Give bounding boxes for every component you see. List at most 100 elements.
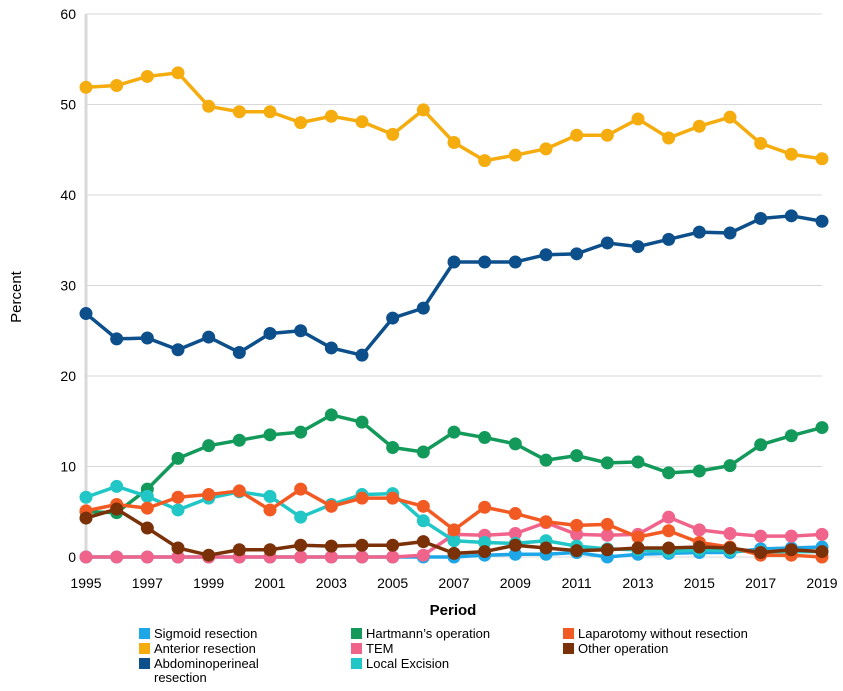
data-point bbox=[570, 449, 584, 463]
data-point bbox=[202, 330, 216, 344]
data-point bbox=[294, 116, 308, 130]
data-point bbox=[508, 148, 522, 162]
series-lines bbox=[79, 66, 829, 564]
data-point bbox=[662, 541, 676, 555]
data-point bbox=[232, 345, 246, 359]
data-point bbox=[631, 530, 645, 544]
x-tick-label: 2011 bbox=[562, 575, 592, 591]
data-point bbox=[263, 326, 277, 340]
data-point bbox=[171, 451, 185, 465]
data-point bbox=[447, 425, 461, 439]
data-point bbox=[692, 523, 706, 537]
x-tick-label: 1999 bbox=[193, 575, 224, 591]
data-point bbox=[171, 503, 185, 517]
data-point bbox=[631, 541, 645, 555]
data-point bbox=[232, 433, 246, 447]
x-tick-labels: 1995 1997 1999 2001 2003 2005 2007 2009 2011 2013… bbox=[70, 575, 837, 591]
y-tick-labels: 0 10 20 30 40 50 60 bbox=[60, 6, 76, 565]
data-point bbox=[815, 421, 829, 435]
data-point bbox=[723, 226, 737, 240]
y-tick-label: 10 bbox=[60, 459, 76, 475]
data-point bbox=[784, 543, 798, 557]
data-point bbox=[263, 489, 277, 503]
data-point bbox=[294, 482, 308, 496]
data-point bbox=[784, 209, 798, 223]
data-point bbox=[79, 490, 93, 504]
data-point bbox=[570, 247, 584, 261]
data-point bbox=[508, 547, 522, 561]
data-point bbox=[171, 550, 185, 564]
data-point bbox=[631, 240, 645, 254]
data-point bbox=[416, 535, 430, 549]
x-tick-label: 2003 bbox=[316, 575, 347, 591]
data-point bbox=[508, 538, 522, 552]
data-point bbox=[478, 536, 492, 550]
data-point bbox=[539, 515, 553, 529]
x-tick-label: 2009 bbox=[500, 575, 531, 591]
data-point bbox=[324, 408, 338, 422]
data-point bbox=[508, 526, 522, 540]
data-point bbox=[110, 479, 124, 493]
data-point bbox=[232, 543, 246, 557]
y-tick-label: 30 bbox=[60, 278, 76, 294]
data-point bbox=[570, 527, 584, 541]
data-point bbox=[600, 528, 614, 542]
data-point bbox=[355, 415, 369, 429]
data-point bbox=[263, 105, 277, 119]
data-point bbox=[600, 456, 614, 470]
data-point bbox=[416, 301, 430, 315]
data-point bbox=[784, 147, 798, 161]
data-point bbox=[570, 518, 584, 532]
data-point bbox=[416, 103, 430, 117]
data-point bbox=[294, 425, 308, 439]
x-tick-label: 2019 bbox=[806, 575, 837, 591]
data-point bbox=[784, 529, 798, 543]
y-tick-label: 60 bbox=[60, 6, 76, 22]
x-tick-label: 1995 bbox=[70, 575, 101, 591]
data-point bbox=[355, 491, 369, 505]
data-point bbox=[79, 307, 93, 321]
data-point bbox=[662, 466, 676, 480]
data-point bbox=[386, 491, 400, 505]
data-point bbox=[478, 500, 492, 514]
data-point bbox=[815, 527, 829, 541]
data-point bbox=[355, 550, 369, 564]
data-point bbox=[815, 214, 829, 228]
data-point bbox=[263, 503, 277, 517]
data-point bbox=[171, 541, 185, 555]
data-point bbox=[140, 69, 154, 83]
data-point bbox=[294, 324, 308, 338]
data-point bbox=[202, 548, 216, 562]
data-point bbox=[754, 212, 768, 226]
data-point bbox=[815, 545, 829, 559]
x-tick-label: 2005 bbox=[377, 575, 408, 591]
data-point bbox=[324, 550, 338, 564]
data-point bbox=[79, 80, 93, 94]
series-abdominoperineal-resection bbox=[79, 209, 829, 362]
data-point bbox=[110, 78, 124, 92]
data-point bbox=[324, 539, 338, 553]
data-point bbox=[79, 550, 93, 564]
data-point bbox=[508, 437, 522, 451]
data-point bbox=[171, 490, 185, 504]
data-point bbox=[815, 152, 829, 166]
data-point bbox=[478, 255, 492, 269]
data-point bbox=[508, 255, 522, 269]
data-point bbox=[723, 459, 737, 473]
data-point bbox=[386, 440, 400, 454]
data-point bbox=[723, 526, 737, 540]
data-point bbox=[754, 545, 768, 559]
data-point bbox=[447, 255, 461, 269]
data-point bbox=[570, 128, 584, 142]
x-tick-label: 2015 bbox=[684, 575, 715, 591]
data-point bbox=[355, 348, 369, 362]
x-tick-label: 2013 bbox=[622, 575, 653, 591]
data-point bbox=[539, 541, 553, 555]
data-point bbox=[416, 548, 430, 562]
data-point bbox=[692, 119, 706, 133]
data-point bbox=[508, 507, 522, 521]
series-hartmann-s-operation bbox=[79, 408, 829, 520]
y-axis-title: Percent bbox=[8, 270, 25, 323]
data-point bbox=[692, 464, 706, 478]
